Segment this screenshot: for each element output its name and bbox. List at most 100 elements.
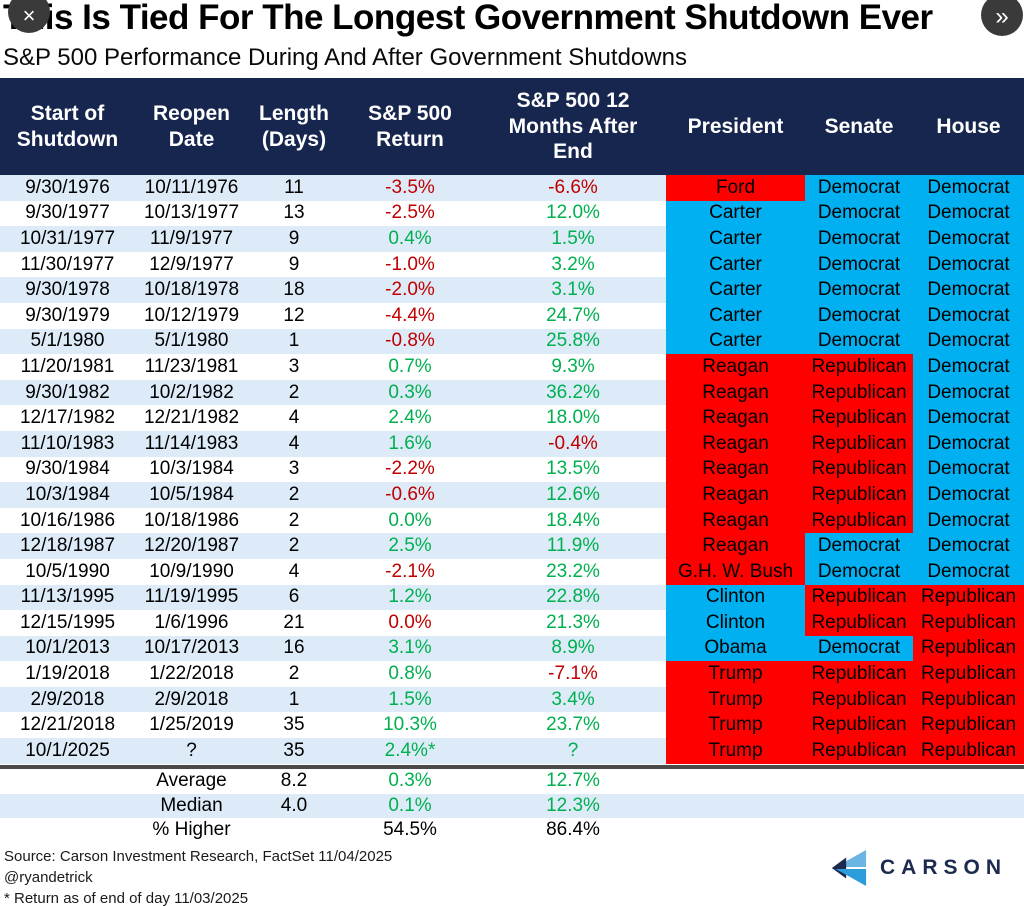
summary-row: Average 8.2 0.3% 12.7% bbox=[0, 767, 1024, 794]
house-cell: Democrat bbox=[913, 200, 1024, 227]
sp500-after-cell: 12.0% bbox=[546, 202, 600, 224]
sp500-return-cell: 1.5% bbox=[388, 688, 432, 710]
president-cell: Carter bbox=[666, 302, 805, 329]
house-cell: Democrat bbox=[913, 379, 1024, 406]
president-cell: Reagan bbox=[666, 430, 805, 457]
author-handle: @ryandetrick bbox=[4, 869, 93, 886]
sp500-return-cell: 0.3% bbox=[388, 381, 432, 403]
senate-cell: Democrat bbox=[805, 302, 913, 329]
column-header: Reopen Date bbox=[135, 78, 248, 175]
chevron-double-right-icon: » bbox=[995, 2, 1009, 30]
summary-label-cell: % Higher bbox=[152, 819, 231, 841]
start-date-cell: 2/9/2018 bbox=[30, 688, 105, 710]
sp500-after-cell: 3.2% bbox=[551, 253, 595, 275]
house-cell: Democrat bbox=[913, 175, 1024, 201]
sp500-after-cell: 9.3% bbox=[551, 355, 595, 377]
spacer-cell bbox=[666, 818, 805, 843]
president-cell: Reagan bbox=[666, 379, 805, 406]
table-row: 10/5/1990 10/9/1990 4 -2.1% 23.2% G.H. W. Bus… bbox=[0, 558, 1024, 585]
president-cell: Carter bbox=[666, 226, 805, 252]
sp500-after-cell: ? bbox=[567, 739, 579, 761]
sp500-after-cell: -7.1% bbox=[548, 663, 598, 685]
spacer-cell bbox=[913, 818, 1024, 843]
column-header: Length (Days) bbox=[248, 78, 340, 175]
senate-cell: Democrat bbox=[805, 226, 913, 252]
senate-cell: Democrat bbox=[805, 175, 913, 201]
column-header: S&P 500 12 Months After End bbox=[480, 78, 666, 175]
carson-logo: CARSON bbox=[830, 848, 1007, 888]
close-button[interactable]: × bbox=[8, 0, 50, 33]
senate-cell: Republican bbox=[805, 610, 913, 636]
reopen-date-cell: 10/18/1978 bbox=[143, 279, 240, 301]
president-cell: Carter bbox=[666, 251, 805, 278]
sp500-return-cell: -1.0% bbox=[385, 253, 435, 275]
table-row: 12/21/2018 1/25/2019 35 10.3% 23.7% Trump Repu… bbox=[0, 712, 1024, 739]
summary-row: % Higher 54.5% 86.4% bbox=[0, 818, 1024, 843]
president-cell: Trump bbox=[666, 686, 805, 713]
senate-cell: Republican bbox=[805, 456, 913, 483]
length-days-cell: 2 bbox=[288, 663, 300, 685]
start-date-cell: 12/18/1987 bbox=[19, 535, 116, 557]
column-header: S&P 500 Return bbox=[340, 78, 480, 175]
president-cell: Reagan bbox=[666, 405, 805, 431]
sp500-after-cell: 1.5% bbox=[551, 227, 595, 249]
sp500-after-cell: 21.3% bbox=[546, 611, 600, 633]
reopen-date-cell: 11/9/1977 bbox=[149, 227, 234, 249]
spacer-cell bbox=[805, 767, 913, 794]
table-header: Start of Shutdown Reopen Date Length (Days… bbox=[0, 78, 1024, 175]
house-cell: Republican bbox=[913, 686, 1024, 713]
reopen-date-cell: 10/17/2013 bbox=[143, 637, 240, 659]
length-days-cell: 3 bbox=[288, 355, 300, 377]
summary-return-cell: 54.5% bbox=[383, 819, 437, 841]
summary-days-cell bbox=[248, 818, 340, 843]
sp500-after-cell: 12.6% bbox=[546, 483, 600, 505]
sp500-after-cell: 13.5% bbox=[546, 458, 600, 480]
reopen-date-cell: 10/9/1990 bbox=[149, 560, 234, 582]
president-cell: Reagan bbox=[666, 456, 805, 483]
reopen-date-cell: ? bbox=[186, 739, 197, 761]
sp500-after-cell: -0.4% bbox=[548, 432, 598, 454]
house-cell: Democrat bbox=[913, 533, 1024, 559]
table-row: 12/17/1982 12/21/1982 4 2.4% 18.0% Reagan Repu… bbox=[0, 405, 1024, 431]
length-days-cell: 2 bbox=[288, 535, 300, 557]
house-cell: Democrat bbox=[913, 328, 1024, 355]
sp500-return-cell: 0.0% bbox=[388, 509, 432, 531]
table-row: 9/30/1976 10/11/1976 11 -3.5% -6.6% Ford Democ… bbox=[0, 175, 1024, 201]
president-cell: Trump bbox=[666, 712, 805, 739]
reopen-date-cell: 11/23/1981 bbox=[144, 355, 239, 377]
senate-cell: Republican bbox=[805, 354, 913, 380]
start-date-cell: 10/3/1984 bbox=[25, 483, 110, 505]
house-cell: Democrat bbox=[913, 277, 1024, 303]
senate-cell: Democrat bbox=[805, 635, 913, 662]
senate-cell: Republican bbox=[805, 379, 913, 406]
length-days-cell: 6 bbox=[288, 586, 300, 608]
house-cell: Republican bbox=[913, 610, 1024, 636]
house-cell: Democrat bbox=[913, 251, 1024, 278]
summary-after-cell: 86.4% bbox=[546, 819, 600, 841]
start-date-cell: 11/13/1995 bbox=[20, 586, 115, 608]
president-cell: Carter bbox=[666, 200, 805, 227]
summary-after-cell: 12.3% bbox=[546, 794, 600, 816]
column-header: President bbox=[666, 78, 805, 175]
carson-logo-text: CARSON bbox=[880, 856, 1008, 879]
sp500-after-cell: 25.8% bbox=[546, 330, 600, 352]
header-row: Start of Shutdown Reopen Date Length (Days… bbox=[0, 78, 1024, 175]
house-cell: Democrat bbox=[913, 430, 1024, 457]
footer: Source: Carson Investment Research, Fact… bbox=[4, 846, 392, 906]
reopen-date-cell: 10/3/1984 bbox=[149, 458, 234, 480]
reopen-date-cell: 10/2/1982 bbox=[149, 381, 234, 403]
table-row: 5/1/1980 5/1/1980 1 -0.8% 25.8% Carter Democra… bbox=[0, 328, 1024, 355]
summary-return-cell: 0.1% bbox=[388, 794, 432, 816]
start-date-cell: 10/31/1977 bbox=[19, 227, 116, 249]
reopen-date-cell: 10/13/1977 bbox=[143, 202, 240, 224]
sp500-after-cell: 24.7% bbox=[546, 304, 600, 326]
spacer-cell bbox=[805, 818, 913, 843]
length-days-cell: 13 bbox=[283, 202, 305, 224]
house-cell: Democrat bbox=[913, 226, 1024, 252]
next-button[interactable]: » bbox=[981, 0, 1023, 36]
senate-cell: Republican bbox=[805, 661, 913, 687]
summary-after-cell: 12.7% bbox=[546, 770, 600, 792]
president-cell: Carter bbox=[666, 328, 805, 355]
spacer-cell bbox=[0, 767, 135, 794]
